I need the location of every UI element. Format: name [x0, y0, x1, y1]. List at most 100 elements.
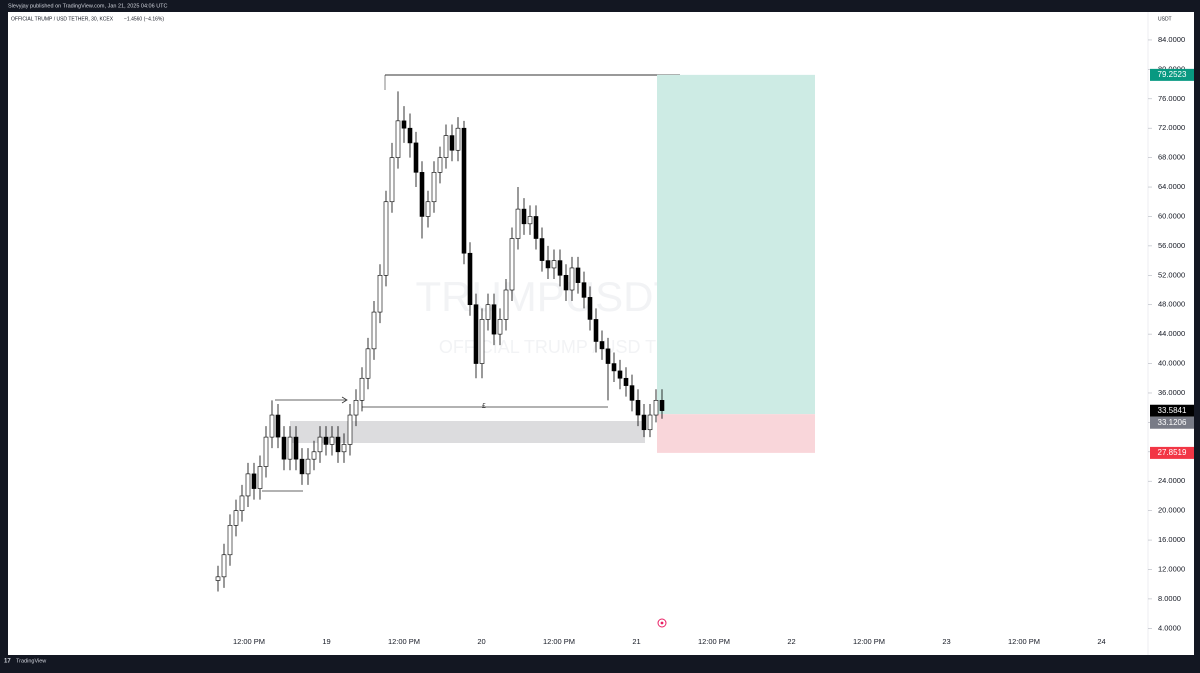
candle-body	[347, 414, 353, 445]
footer-bar	[0, 655, 1200, 668]
candle-body	[479, 319, 485, 364]
arrow-head	[341, 396, 348, 404]
candle-body	[437, 157, 443, 173]
candle-body	[587, 297, 593, 320]
candle-body	[611, 363, 617, 372]
x-tick-label: 23	[942, 637, 950, 646]
candle-body	[629, 385, 635, 401]
x-tick-label: 12:00 PM	[1008, 637, 1040, 646]
level-mark: £	[482, 403, 486, 410]
candle-body	[377, 274, 383, 313]
candle-body	[467, 252, 473, 306]
last-price-tag	[1150, 404, 1194, 417]
candle-body	[239, 495, 245, 511]
x-tick-label: 12:00 PM	[388, 637, 420, 646]
candle-body	[485, 304, 491, 320]
candle-body	[359, 377, 365, 401]
last-price-tag-label: 33.5841	[1158, 406, 1187, 415]
candle-body	[431, 172, 437, 203]
target-tag-label: 79.2523	[1158, 70, 1187, 79]
candle-body	[365, 348, 371, 379]
candle-body	[311, 451, 317, 460]
event-icon-dot	[660, 621, 664, 625]
brand-logo: 17	[4, 659, 11, 665]
candle-body	[599, 341, 605, 350]
candle-body	[515, 208, 521, 239]
watermark-subtitle: OFFICIAL TRUMP / USD TETHER	[439, 337, 717, 357]
change: −1.4560 (−4.16%)	[124, 16, 164, 22]
candle-body	[545, 260, 551, 269]
candle-body	[245, 473, 251, 497]
x-tick-label: 24	[1097, 637, 1105, 646]
candle-body	[335, 436, 341, 453]
chart-layer: 4.0000 8.0000 12.0000 16.0000 20.0000 24.0000…	[215, 35, 1194, 646]
candle-body	[413, 142, 419, 173]
candle-body	[581, 282, 587, 298]
entry-tag	[1150, 416, 1194, 429]
candle-body	[293, 436, 299, 460]
candle-body	[425, 201, 431, 217]
candle-body	[299, 458, 305, 475]
event-icon[interactable]	[657, 618, 667, 628]
y-tick-label: 60.0000	[1158, 211, 1185, 220]
candle-body	[353, 400, 359, 416]
candle-body	[389, 157, 395, 203]
y-tick-label: 8.0000	[1158, 594, 1181, 603]
x-tick-label: 19	[322, 637, 330, 646]
candle-body	[575, 267, 581, 283]
y-tick-label: 20.0000	[1158, 506, 1185, 515]
stop-tag	[1150, 446, 1194, 459]
brand: TradingView	[16, 658, 46, 664]
candle-body	[455, 127, 461, 151]
candle-body	[641, 414, 647, 431]
target-tag	[1150, 68, 1194, 81]
x-tick-label: 21	[632, 637, 640, 646]
entry-tag-label: 33.1206	[1158, 418, 1187, 427]
candle-body	[497, 319, 503, 335]
y-tick-label: 4.0000	[1158, 623, 1181, 632]
candle-body	[539, 238, 545, 261]
candle-body	[269, 414, 275, 438]
candle-body	[221, 554, 227, 578]
profit-zone	[657, 74, 815, 415]
y-tick-label: 72.0000	[1158, 123, 1185, 132]
candle-body	[635, 400, 641, 416]
stop-tag-label: 27.8519	[1158, 448, 1187, 457]
candle-body	[659, 400, 665, 411]
candle-body	[233, 510, 239, 526]
candle-body	[323, 436, 329, 445]
x-tick-label: 12:00 PM	[853, 637, 885, 646]
candle-body	[569, 267, 575, 291]
y-tick-label: 24.0000	[1158, 476, 1185, 485]
candle-body	[623, 377, 629, 386]
x-tick-label: 12:00 PM	[543, 637, 575, 646]
candle-body	[593, 319, 599, 342]
loss-zone	[657, 414, 815, 453]
candle-body	[341, 444, 347, 453]
candle-body	[647, 414, 653, 431]
candle-body	[605, 348, 611, 364]
candle-body	[383, 201, 389, 276]
candle-body	[419, 172, 425, 217]
y-tick-label: 76.0000	[1158, 94, 1185, 103]
y-tick-label: 44.0000	[1158, 329, 1185, 338]
candle-body	[305, 458, 311, 475]
candle-body	[617, 370, 623, 379]
candle-body	[275, 414, 281, 438]
candle-body	[503, 289, 509, 320]
candle-body	[257, 466, 263, 489]
candle-body	[263, 436, 269, 467]
candle-body	[215, 576, 221, 581]
candle-body	[527, 216, 533, 225]
candle-body	[395, 120, 401, 158]
candle-body	[401, 120, 407, 129]
candle-body	[449, 135, 455, 151]
candle-body	[533, 216, 539, 239]
y-tick-label: 36.0000	[1158, 388, 1185, 397]
y-tick-label: 48.0000	[1158, 300, 1185, 309]
publisher: Slevyjay published on TradingView.com, J…	[8, 3, 168, 9]
y-tick-label: 16.0000	[1158, 535, 1185, 544]
y-tick-label: 68.0000	[1158, 153, 1185, 162]
